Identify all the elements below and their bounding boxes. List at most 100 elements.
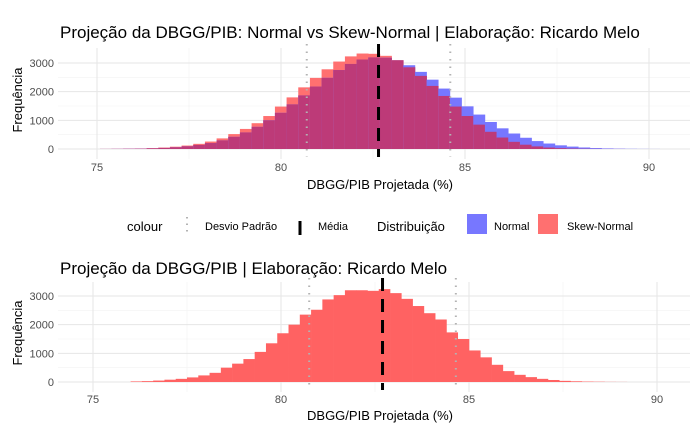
histogram-bar: [334, 295, 346, 382]
overlap-bar: [147, 148, 159, 149]
histogram-bar: [525, 377, 537, 382]
histogram-bar: [435, 319, 447, 382]
histogram-bar: [458, 339, 470, 382]
top-x-axis-label: DBGG/PIB Projetada (%): [307, 177, 453, 192]
histogram-bar: [255, 352, 267, 382]
histogram-bar: [514, 375, 526, 382]
overlap-bar: [345, 64, 357, 149]
legend-normal-swatch: [467, 214, 487, 234]
overlap-bar: [532, 146, 544, 149]
y-tick-label: 0: [48, 377, 54, 389]
overlap-bar: [403, 67, 415, 149]
overlap-bar: [287, 104, 299, 149]
histogram-bar: [390, 293, 402, 382]
histogram-bar: [401, 299, 413, 382]
top-y-axis-label: Frequência: [10, 67, 25, 133]
histogram-bar: [266, 343, 278, 382]
y-tick-label: 2000: [30, 87, 54, 99]
histogram-bar: [187, 377, 199, 382]
bottom-y-axis-label: Frequência: [10, 300, 25, 366]
histogram-bar: [131, 381, 143, 382]
overlap-bar: [380, 58, 392, 149]
histogram-bar: [142, 381, 154, 382]
bottom-chart-title: Projeção da DBGG/PIB | Elaboração: Ricar…: [60, 259, 447, 278]
legend: colour Desvio Padrão Média Distribuição …: [127, 214, 633, 235]
y-tick-label: 1000: [30, 115, 54, 127]
normal-bar: [590, 148, 602, 149]
overlap-bar: [252, 127, 264, 149]
histogram-bar: [289, 325, 301, 382]
overlap-bar: [170, 147, 182, 149]
overlap-bar: [357, 60, 369, 149]
histogram-bar: [356, 290, 368, 382]
histogram-bar: [243, 359, 255, 382]
histogram-bar: [379, 289, 391, 382]
overlap-bar: [298, 95, 310, 149]
overlap-bar: [462, 116, 474, 149]
overlap-bar: [520, 145, 532, 149]
overlap-bar: [240, 132, 252, 149]
histogram-bar: [424, 313, 436, 382]
bottom-x-axis-label: DBGG/PIB Projetada (%): [307, 408, 453, 423]
histogram-bar: [311, 310, 323, 382]
overlap-bar: [217, 140, 229, 149]
overlap-bar: [473, 125, 485, 149]
overlap-bar: [322, 78, 334, 149]
histogram-bar: [232, 364, 244, 382]
x-tick-label: 80: [275, 162, 287, 174]
legend-colour-title: colour: [127, 219, 163, 234]
legend-mean-label: Média: [318, 221, 349, 233]
x-tick-label: 90: [651, 394, 663, 406]
bottom-chart: Projeção da DBGG/PIB | Elaboração: Ricar…: [10, 259, 690, 423]
x-tick-label: 90: [643, 162, 655, 174]
overlap-bar: [158, 148, 170, 149]
histogram-bar: [537, 379, 549, 382]
histogram-bar: [300, 315, 312, 382]
overlap-bar: [485, 132, 497, 149]
histogram-bar: [413, 306, 425, 382]
overlap-bar: [205, 143, 217, 149]
histogram-bar: [153, 381, 165, 382]
histogram-bar: [210, 373, 222, 382]
histogram-bar: [322, 299, 334, 382]
histogram-bar: [164, 380, 176, 382]
histogram-bar: [345, 290, 357, 382]
histogram-bar: [446, 332, 458, 382]
overlap-bar: [427, 86, 439, 149]
overlap-bar: [333, 70, 345, 149]
legend-normal-label: Normal: [494, 221, 529, 233]
overlap-bar: [228, 137, 240, 149]
y-tick-label: 3000: [30, 58, 54, 70]
histogram-bar: [469, 350, 481, 382]
overlap-bar: [450, 107, 462, 149]
overlap-bar: [193, 145, 205, 149]
overlap-bar: [275, 113, 287, 149]
x-tick-label: 75: [87, 394, 99, 406]
y-tick-label: 3000: [30, 291, 54, 303]
y-tick-label: 2000: [30, 320, 54, 332]
x-tick-label: 85: [463, 394, 475, 406]
top-chart: Projeção da DBGG/PIB: Normal vs Skew-Nor…: [10, 23, 690, 192]
overlap-bar: [543, 148, 555, 149]
x-tick-label: 75: [91, 162, 103, 174]
overlap-bar: [392, 60, 404, 149]
overlap-bar: [182, 146, 194, 149]
histogram-bar: [367, 291, 379, 382]
y-tick-label: 1000: [30, 348, 54, 360]
overlap-bar: [438, 96, 450, 149]
legend-sd-label: Desvio Padrão: [205, 221, 277, 233]
histogram-bar: [221, 368, 233, 382]
histogram-bar: [176, 379, 188, 382]
histogram-bar: [548, 380, 560, 382]
overlap-bar: [497, 138, 509, 149]
histogram-bar: [492, 365, 504, 382]
histogram-bar: [277, 333, 289, 382]
histogram-bar: [198, 375, 210, 382]
x-tick-label: 80: [275, 394, 287, 406]
legend-dist-title: Distribuição: [377, 219, 445, 234]
legend-skew-label: Skew-Normal: [567, 221, 633, 233]
histogram-bar: [559, 381, 571, 382]
x-tick-label: 85: [459, 162, 471, 174]
histogram-bar: [571, 381, 583, 382]
normal-bar: [602, 148, 614, 149]
